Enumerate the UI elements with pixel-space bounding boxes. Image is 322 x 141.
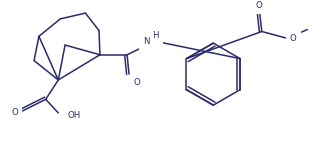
Text: O: O: [134, 78, 141, 87]
Text: O: O: [11, 108, 18, 117]
Text: O: O: [290, 34, 297, 43]
Text: H: H: [152, 31, 158, 40]
Text: OH: OH: [67, 111, 80, 120]
Text: O: O: [255, 1, 262, 10]
Text: N: N: [143, 37, 149, 46]
